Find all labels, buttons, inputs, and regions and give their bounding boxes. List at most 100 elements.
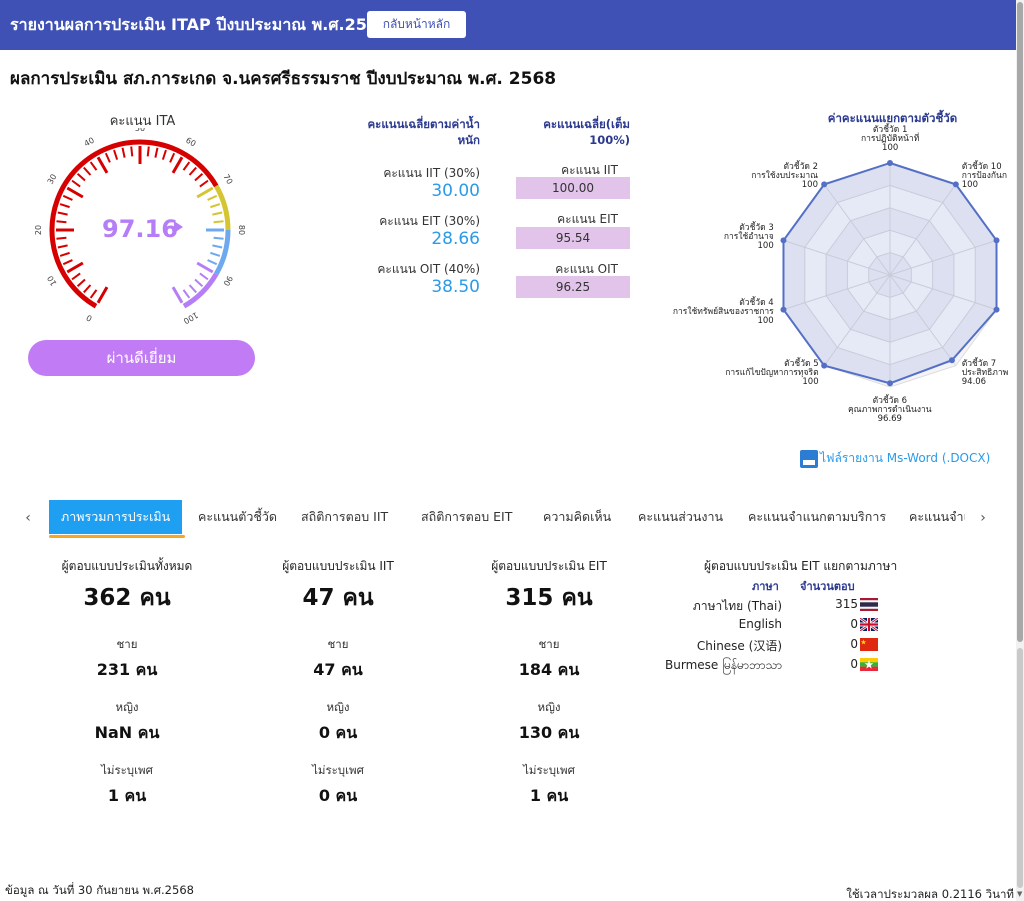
gauge-minor-tick <box>194 278 204 287</box>
docx-link-label[interactable]: ไฟล์รายงาน Ms-Word (.DOCX) <box>820 451 991 465</box>
tab-scroll-right-icon[interactable]: › <box>980 510 986 526</box>
unspecified-count: 1 คน <box>529 786 569 805</box>
gauge-major-tick <box>96 286 109 304</box>
oit-average-label: คะแนน OIT <box>555 262 618 276</box>
radar-label-name: ตัวชี้วัด 1 <box>872 124 908 135</box>
radar-data-point[interactable] <box>780 306 787 313</box>
tab-scroll-left-icon[interactable]: ‹ <box>25 510 31 526</box>
thailand-flag-icon <box>860 598 878 611</box>
radar-data-point[interactable] <box>780 237 787 244</box>
radar-label-name: ตัวชี้วัด 2 <box>783 161 818 172</box>
radar-label-desc: การใช้อำนาจ <box>723 231 774 242</box>
stats-all: ผู้ตอบแบบประเมินทั้งหมด 362 คน ชาย 231 ค… <box>17 557 237 809</box>
radar-axis-label: ตัวชี้วัด 5 การแก้ไขปัญหาการทุจริต 100 <box>725 360 818 387</box>
radar-label-name: ตัวชี้วัด 5 <box>784 359 819 370</box>
gauge-minor-tick <box>57 244 68 249</box>
radar-label-value-label: 100 <box>801 179 818 190</box>
language-count: 0 <box>850 617 858 631</box>
radar-axis-line <box>889 184 957 276</box>
docx-report-link[interactable]: ไฟล์รายงาน Ms-Word (.DOCX) <box>800 448 990 470</box>
stats-eit: ผู้ตอบแบบประเมิน EIT 315 คน ชาย 184 คน ห… <box>439 557 659 809</box>
scroll-down-icon[interactable]: ▼ <box>1017 890 1023 898</box>
gauge-minor-tick <box>199 179 209 188</box>
tab-comments[interactable]: ความคิดเห็น <box>543 509 612 524</box>
iit-weighted-label: คะแนน IIT (30%) <box>383 166 480 180</box>
language-name: Burmese မြန်မာဘာသာ <box>665 658 782 672</box>
gauge-pointer-icon <box>174 221 183 233</box>
radar-data-point[interactable] <box>948 357 955 364</box>
female-count: 0 คน <box>318 723 358 742</box>
weighted-heading-line1: คะแนนเฉลี่ยตามค่าน้ำ <box>367 117 480 131</box>
tab-eit-stats[interactable]: สถิติการตอบ EIT <box>421 509 513 524</box>
oit-average-value: 96.25 <box>516 276 630 298</box>
radar-data-point[interactable] <box>952 181 959 188</box>
page-scrollbar[interactable]: ▼ <box>1016 0 1024 901</box>
gauge-minor-tick <box>182 161 191 171</box>
stats-iit: ผู้ตอบแบบประเมิน IIT 47 คน ชาย 47 คน หญิ… <box>228 557 448 809</box>
iit-average-value: 100.00 <box>516 177 630 199</box>
gauge-minor-tick <box>212 244 223 249</box>
stats-total: 47 คน <box>302 585 374 611</box>
gauge-minor-tick <box>56 220 67 224</box>
radar-axis-label: ตัวชี้วัด 3 การใช้อำนาจ 100 <box>723 223 774 251</box>
radar-data-point[interactable] <box>887 380 893 387</box>
male-count: 184 คน <box>518 660 580 679</box>
language-name: Chinese (汉语) <box>696 639 782 653</box>
tab-indicator-scores[interactable]: คะแนนตัวชี้วัด <box>198 509 277 524</box>
language-section-title: ผู้ตอบแบบประเมิน EIT แยกตามภาษา <box>704 559 898 573</box>
gauge-minor-tick <box>89 289 98 299</box>
radar-data-point[interactable] <box>993 306 1000 313</box>
language-row: ภาษาไทย (Thai) 315 <box>600 597 900 617</box>
tab-iit-stats[interactable]: สถิติการตอบ IIT <box>301 509 389 524</box>
top-bar: รายงานผลการประเมิน ITAP ปีงบประมาณ พ.ศ.2… <box>0 0 1016 50</box>
radar-label-desc: คุณภาพการดำเนินงาน <box>848 405 932 416</box>
gauge-band-mid <box>214 184 231 231</box>
gauge-minor-tick <box>213 236 224 240</box>
gauge-tick-label: 20 <box>34 225 43 235</box>
radar-axis-label: ตัวชี้วัด 7 ประสิทธิภาพ 94.06 <box>962 360 1008 387</box>
tab-unit-scores[interactable]: คะแนนส่วนงาน <box>638 509 724 524</box>
radar-label-desc: การป้องกันก <box>961 170 1007 181</box>
language-count: 0 <box>850 657 858 671</box>
male-label: ชาย <box>538 637 560 651</box>
stats-heading: ผู้ตอบแบบประเมิน EIT <box>491 559 607 573</box>
gauge-minor-tick <box>59 203 70 209</box>
radar-data-point[interactable] <box>821 362 828 369</box>
radar-axis-label: ตัวชี้วัด 2 การใช้งบประมาณ 100 <box>751 161 818 190</box>
gauge-minor-tick <box>154 147 159 158</box>
language-row: Burmese မြန်မာဘာသာ 0 <box>600 657 900 677</box>
oit-weighted-label: คะแนน OIT (40%) <box>377 262 480 276</box>
gauge-minor-tick <box>161 149 167 160</box>
radar-axis-line <box>783 239 891 276</box>
stats-total: 362 คน <box>83 585 171 611</box>
unspecified-label: ไม่ระบุเพศ <box>101 763 153 777</box>
unspecified-count: 1 คน <box>107 786 147 805</box>
gauge-tick-label: 50 <box>135 128 145 133</box>
radar-label-desc: การใช้ทรัพย์สินของราชการ <box>672 307 774 318</box>
gauge-minor-tick <box>56 236 67 240</box>
tab-overview[interactable]: ภาพรวมการประเมิน <box>49 500 183 534</box>
gauge-minor-tick <box>113 149 119 160</box>
stats-total: 315 คน <box>505 585 593 611</box>
back-home-button[interactable]: กลับหน้าหลัก <box>367 11 466 38</box>
scrollbar-track-lower <box>1017 648 1023 888</box>
gauge-tick-label: 80 <box>237 225 246 235</box>
radar-label-desc: การแก้ไขปัญหาการทุจริต <box>725 368 819 379</box>
gauge-minor-tick <box>121 147 126 158</box>
radar-label-value-label: 100 <box>882 142 899 153</box>
scrollbar-thumb[interactable] <box>1017 2 1023 642</box>
docx-file-icon <box>800 449 818 468</box>
tab-service-scores[interactable]: คะแนนจำแนกตามบริการ <box>748 509 887 524</box>
tab-more[interactable]: คะแนนจำแ <box>909 509 965 524</box>
radar-data-point[interactable] <box>821 181 828 188</box>
radar-label-value-label: 96.69 <box>877 414 902 425</box>
gauge-tick-label: 40 <box>83 136 96 149</box>
gauge-minor-tick <box>213 220 224 224</box>
radar-data-point[interactable] <box>887 160 893 166</box>
radar-data-point[interactable] <box>993 237 1000 244</box>
male-label: ชาย <box>116 637 138 651</box>
radar-label-name: ตัวชี้วัด 6 <box>872 396 908 407</box>
gauge-minor-tick <box>130 146 134 157</box>
oit-weighted-value: 38.50 <box>431 277 480 297</box>
gauge-band-high <box>214 229 231 276</box>
